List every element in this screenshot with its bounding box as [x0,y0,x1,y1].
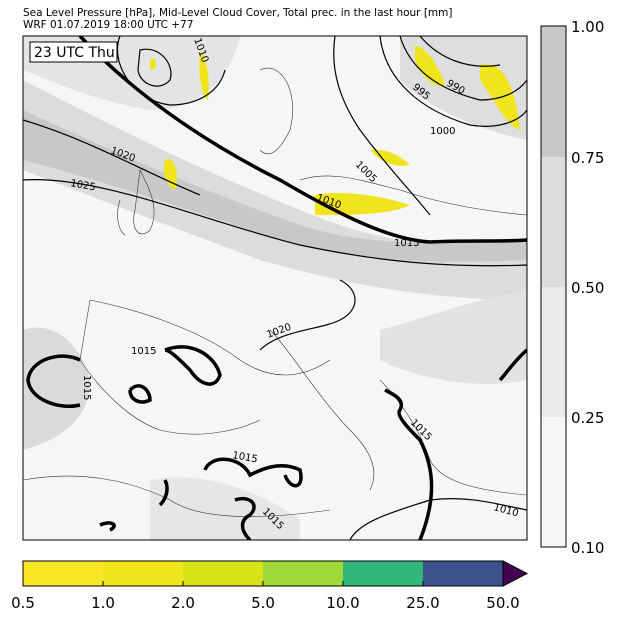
precip-colorbar-segment [183,561,264,586]
cloud-colorbar: 0.10 0.25 0.50 0.75 1.00 [540,18,604,557]
isobar-labels: 1010 995 990 1000 1005 1010 1015 1020 10… [69,37,519,532]
time-label: 23 UTC Thu [34,45,115,61]
precip-tick: 0.5 [11,594,35,612]
cloud-tick: 0.10 [571,539,604,557]
isobars-thin [23,36,527,540]
cloud-tick: 1.00 [571,18,604,36]
cloud-tick: 0.50 [571,279,604,297]
cloud-tick: 0.25 [571,409,604,427]
precip-colorbar-segment [423,561,504,586]
isobar-label: 1015 [81,375,92,400]
isobars-thick [26,36,527,540]
precip-colorbar: 0.5 1.0 2.0 5.0 10.0 25.0 50.0 [11,560,529,612]
chart-title: Sea Level Pressure [hPa], Mid-Level Clou… [23,7,453,31]
precip-tick: 10.0 [326,594,359,612]
time-label-box [29,41,118,63]
cloud-colorbar-segment [541,287,566,417]
isobar-label: 1015 [131,346,156,357]
cloud-band [23,110,527,262]
cloud-tick: 0.75 [571,149,604,167]
precip-colorbar-segment [103,561,184,586]
precip-tick: 50.0 [486,594,519,612]
isobar-label: 1015 [231,450,258,465]
cloud-colorbar-segment [541,157,566,287]
isobar-label: 1015 [394,238,419,249]
cloud-band [150,477,300,540]
precip-tick: 5.0 [251,594,275,612]
title-line-2: WRF 01.07.2019 18:00 UTC +77 [23,19,194,31]
precip-patches [150,45,520,215]
cloud-band [380,290,527,384]
cloud-colorbar-segment [541,417,566,547]
isobar-label: 1000 [430,126,455,137]
precip-tick: 1.0 [91,594,115,612]
title-line-1: Sea Level Pressure [hPa], Mid-Level Clou… [23,7,453,19]
precip-colorbar-segment [263,561,344,586]
map-frame [22,35,528,541]
precip-colorbar-extend [502,560,529,587]
cloud-colorbar-segment [541,26,566,157]
precip-tick: 2.0 [171,594,195,612]
map-area: 1010 995 990 1000 1005 1010 1015 1020 10… [23,36,527,540]
precip-tick: 25.0 [406,594,439,612]
precip-colorbar-segment [23,561,104,586]
precip-colorbar-segment [343,561,424,586]
isobar-label: 1025 [69,178,96,193]
